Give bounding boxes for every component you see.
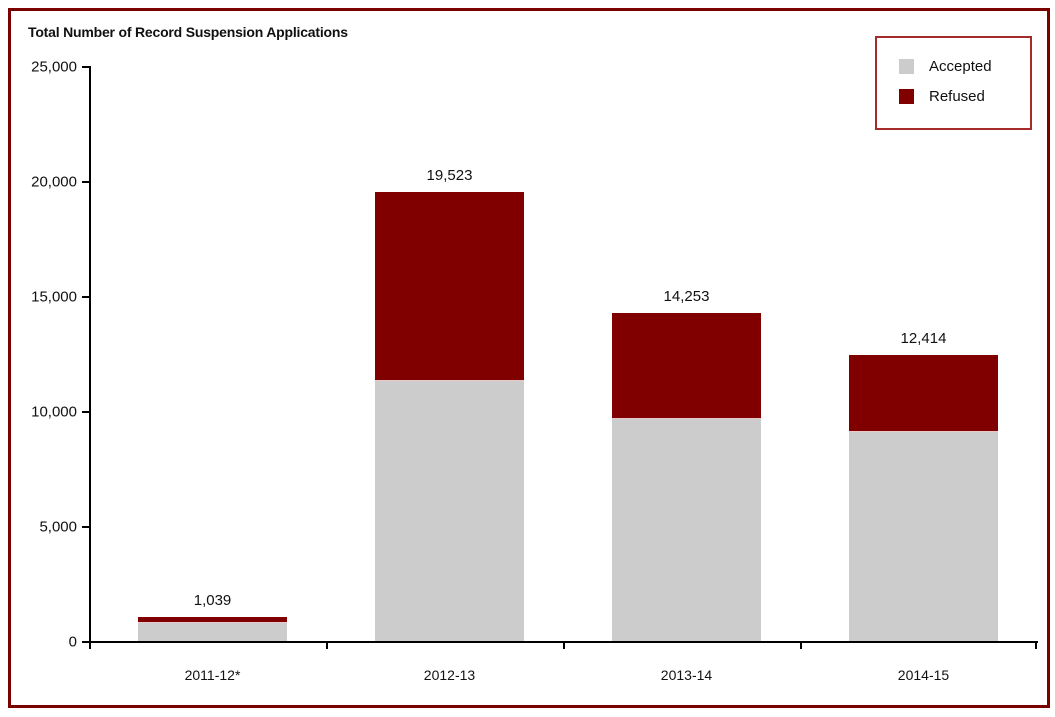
y-tick	[82, 641, 90, 643]
stacked-bar	[138, 617, 287, 641]
bar-segment-refused	[138, 617, 287, 623]
bar-total-label: 14,253	[663, 288, 710, 306]
y-tick-label: 25,000	[31, 58, 77, 76]
bar-segment-accepted	[138, 622, 287, 641]
x-tick	[1035, 641, 1037, 649]
bar-total-label: 1,039	[193, 592, 232, 610]
bar-total-label: 12,414	[900, 330, 947, 348]
y-tick	[82, 296, 90, 298]
chart-title: Total Number of Record Suspension Applic…	[28, 24, 348, 40]
y-tick	[82, 526, 90, 528]
chart-frame	[8, 8, 1050, 708]
bar-segment-refused	[849, 355, 998, 431]
y-tick-label: 15,000	[31, 288, 77, 306]
x-tick	[89, 641, 91, 649]
chart-legend: Accepted Refused	[875, 36, 1032, 130]
x-tick-label: 2011-12*	[184, 667, 241, 683]
x-tick	[326, 641, 328, 649]
y-axis	[89, 66, 91, 643]
stacked-bar	[849, 355, 998, 641]
legend-label-accepted: Accepted	[929, 58, 992, 75]
bar-segment-accepted	[612, 417, 761, 641]
legend-swatch-accepted	[899, 59, 914, 74]
bar-segment-accepted	[375, 379, 524, 641]
bar-total-label: 19,523	[426, 166, 473, 184]
bar-segment-refused	[612, 313, 761, 418]
stacked-bar	[375, 191, 524, 641]
y-tick-label: 5,000	[39, 518, 77, 536]
legend-item-refused: Refused	[899, 88, 985, 105]
y-tick	[82, 66, 90, 68]
bar-segment-accepted	[849, 431, 998, 641]
x-tick	[800, 641, 802, 649]
y-tick	[82, 411, 90, 413]
legend-label-refused: Refused	[929, 88, 985, 105]
x-tick-label: 2013-14	[660, 667, 713, 683]
x-tick	[563, 641, 565, 649]
y-tick-label: 10,000	[31, 403, 77, 421]
legend-swatch-refused	[899, 89, 914, 104]
x-axis	[82, 641, 1038, 643]
bar-segment-refused	[375, 191, 524, 380]
y-tick	[82, 181, 90, 183]
y-tick-label: 20,000	[31, 173, 77, 191]
y-tick-label: 0	[68, 633, 77, 651]
x-tick-label: 2014-15	[897, 667, 950, 683]
stacked-bar	[612, 313, 761, 641]
legend-item-accepted: Accepted	[899, 58, 992, 75]
x-tick-label: 2012-13	[423, 667, 476, 683]
